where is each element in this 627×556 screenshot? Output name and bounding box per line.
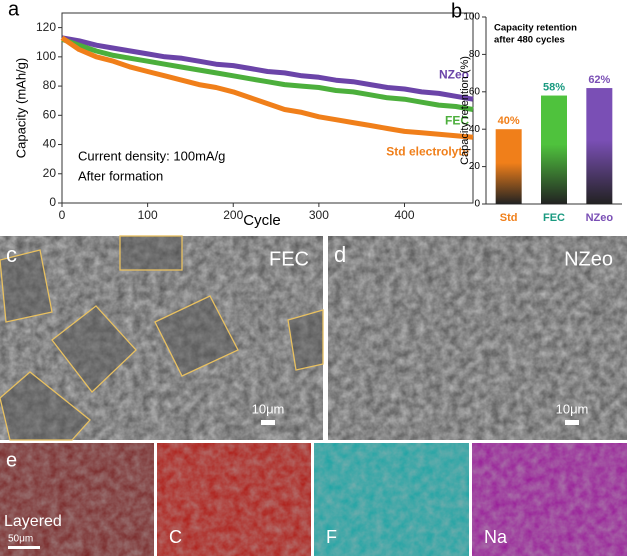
y-tick-label: 60 — [43, 107, 57, 121]
x-axis-label: Cycle — [243, 212, 281, 229]
scale-label: 10μm — [556, 401, 589, 416]
chart-title: after 480 cycles — [494, 35, 565, 46]
map-label: Na — [484, 527, 508, 547]
map-label: Layered — [4, 513, 62, 530]
scale-label: 50μm — [8, 534, 33, 545]
y-tick-label: 20 — [469, 161, 481, 172]
map-label: F — [326, 527, 337, 547]
annotation: After formation — [78, 168, 163, 183]
value-label: 62% — [588, 74, 610, 86]
x-tick-label: NZeo — [586, 212, 614, 224]
y-tick-label: 80 — [469, 49, 481, 60]
scale-label: 10μm — [252, 401, 285, 416]
panel-letter: c — [6, 242, 17, 267]
highlight-boxes — [0, 235, 324, 441]
y-tick-label: 0 — [49, 195, 56, 209]
bar — [586, 88, 613, 204]
panel-letter: a — [8, 0, 20, 20]
x-tick-label: Std — [500, 212, 518, 224]
value-label: 58% — [543, 81, 565, 93]
x-tick-label: 100 — [138, 208, 158, 222]
x-tick-label: 200 — [223, 208, 243, 222]
y-tick-label: 40 — [43, 137, 57, 151]
series-line — [61, 36, 474, 112]
value-label: 40% — [498, 115, 520, 127]
y-axis-label: Capacity (mAh/g) — [13, 58, 28, 158]
series-line — [61, 35, 474, 102]
scale-bar — [565, 420, 579, 425]
panel-letter: d — [334, 242, 346, 267]
series-label: FEC — [445, 114, 469, 128]
panel-letter: e — [6, 449, 17, 471]
y-tick-label: 100 — [463, 12, 480, 23]
scale-bar — [8, 546, 40, 549]
x-tick-label: 400 — [394, 208, 414, 222]
y-axis-label: Capacity retention (%) — [459, 56, 471, 165]
panel-letter: b — [451, 0, 462, 22]
y-tick-label: 80 — [43, 78, 57, 92]
bar — [541, 95, 567, 204]
map-texture — [0, 443, 627, 556]
series-line — [60, 35, 474, 140]
annotation: Current density: 100mA/g — [78, 148, 225, 163]
y-tick-label: 120 — [36, 20, 56, 34]
series-label: NZeo — [439, 67, 469, 81]
x-tick-label: FEC — [543, 212, 565, 224]
map-label: C — [169, 527, 182, 547]
series-label: Std electrolyte — [386, 144, 469, 158]
x-tick-label: 0 — [59, 208, 66, 222]
x-tick-label: 300 — [309, 208, 329, 222]
chart-title: Capacity retention — [494, 23, 577, 34]
y-tick-label: 0 — [474, 199, 480, 210]
scale-bar — [261, 420, 275, 425]
y-tick-label: 20 — [43, 166, 57, 180]
image-label: NZeo — [564, 248, 613, 270]
image-label: FEC — [269, 248, 309, 270]
y-tick-label: 60 — [469, 86, 481, 97]
bar — [495, 129, 522, 204]
sem-texture — [328, 236, 627, 440]
y-tick-label: 40 — [469, 124, 481, 135]
y-tick-label: 100 — [36, 49, 56, 63]
